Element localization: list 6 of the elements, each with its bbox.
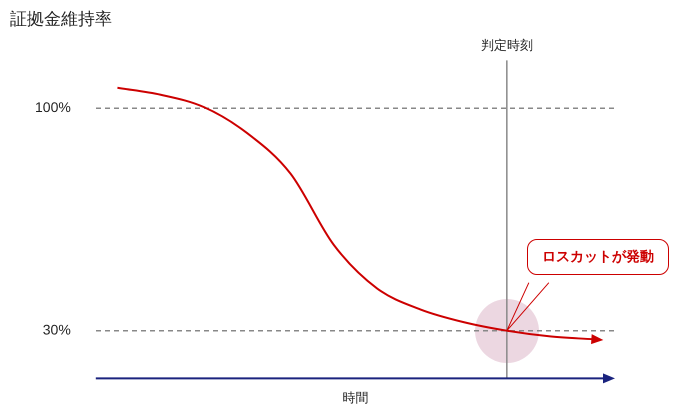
annotation: ロスカットが発動: [526, 238, 669, 275]
text: 判定時刻: [480, 38, 533, 54]
y-tick-label: 100%: [34, 98, 71, 115]
chart-title: 証拠金維持率: [10, 10, 112, 30]
x-axis-title: 時間: [342, 390, 368, 405]
y-tick-label: 30%: [42, 322, 71, 338]
